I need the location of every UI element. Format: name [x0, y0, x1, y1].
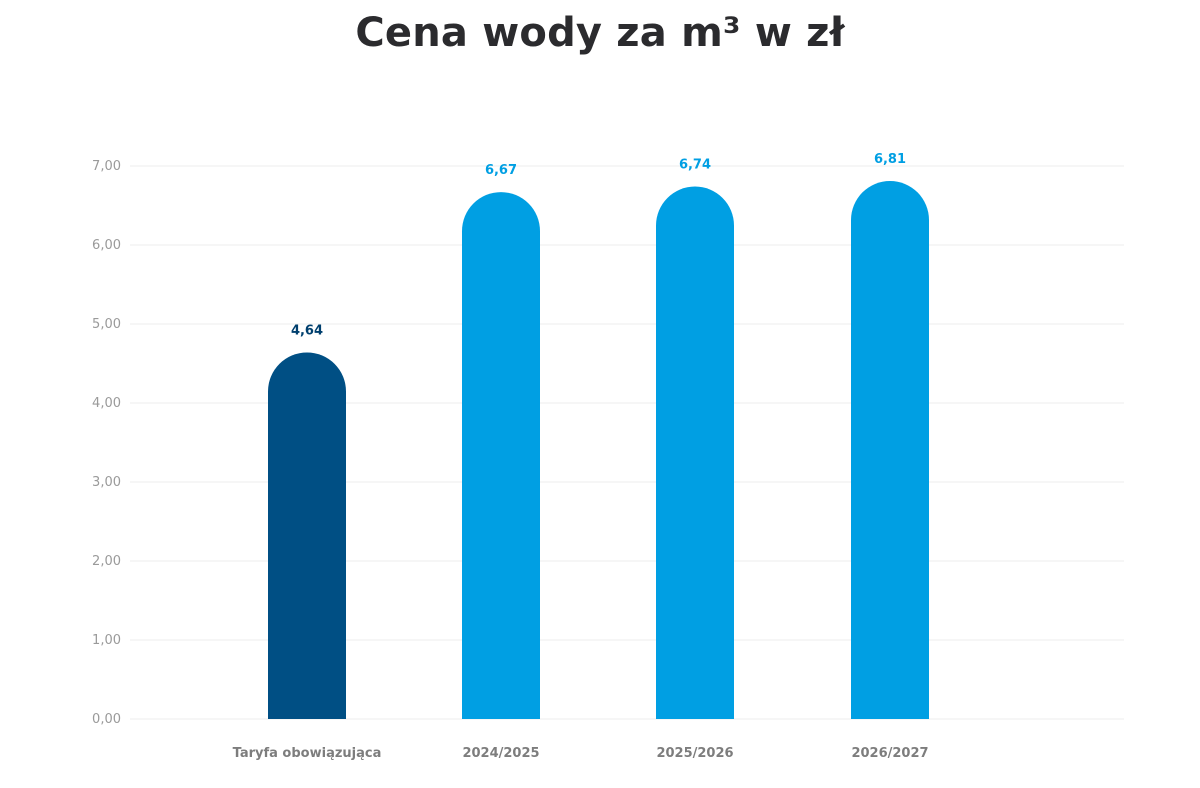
y-tick-label: 7,00	[92, 159, 121, 174]
value-label: 6,81	[874, 152, 906, 167]
y-tick-label: 1,00	[92, 633, 121, 648]
y-tick-label: 3,00	[92, 475, 121, 490]
value-labels: 4,64 6,67 6,74 6,81	[291, 152, 906, 338]
y-tick-label: 0,00	[92, 712, 121, 727]
value-label: 6,74	[679, 158, 711, 173]
y-tick-label: 4,00	[92, 396, 121, 411]
x-axis-labels: Taryfa obowiązująca 2024/2025 2025/2026 202…	[233, 746, 929, 761]
bars	[268, 181, 929, 720]
y-tick-label: 2,00	[92, 554, 121, 569]
category-label: 2024/2025	[462, 746, 539, 761]
category-label: 2026/2027	[851, 746, 928, 761]
y-tick-label: 5,00	[92, 317, 121, 332]
bar	[462, 192, 540, 719]
category-label: 2025/2026	[656, 746, 733, 761]
y-tick-label: 6,00	[92, 238, 121, 253]
chart-title: Cena wody za m³ w zł	[355, 10, 845, 56]
value-label: 6,67	[485, 163, 517, 178]
value-label: 4,64	[291, 323, 323, 338]
y-axis-ticks: 0,00 1,00 2,00 3,00 4,00 5,00 6,00 7,00	[92, 159, 121, 727]
bar	[656, 186, 734, 720]
bar	[851, 181, 929, 719]
category-label: Taryfa obowiązująca	[233, 746, 382, 761]
bar	[268, 352, 346, 719]
